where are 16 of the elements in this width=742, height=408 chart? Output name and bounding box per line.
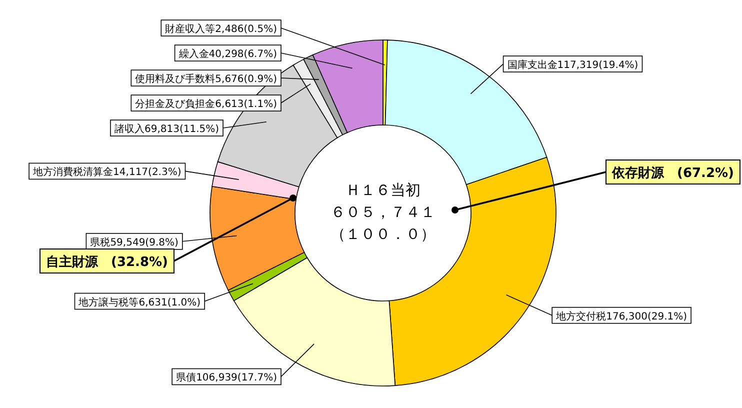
slice-label: 国庫支出金117,319(19.4%) (507, 58, 638, 71)
slice-label: 県税59,549(9.8%) (90, 236, 178, 248)
text: ６０５，７４１ (330, 203, 436, 221)
slice-label: 使用料及び手数料5,676(0.9%) (135, 73, 278, 86)
text: Ｈ１６当初 (346, 181, 420, 199)
slice-label: 財産収入等2,486(0.5%) (165, 23, 278, 36)
slice-label: 地方消費税清算金14,117(2.3%) (32, 166, 182, 178)
text: （１００．０） (330, 225, 436, 243)
slice-label: 繰入金40,298(6.7%) (178, 48, 278, 60)
slice-label: 県債106,939(17.7%) (176, 372, 278, 384)
slice-label: 地方交付税176,300(29.1%) (555, 310, 688, 322)
slice-label: 諸収入69,813(11.5%) (114, 123, 220, 136)
text: 依存財源 (67.2%) (611, 166, 734, 181)
slice-label: 分担金及び負担金6,613(1.1%) (135, 98, 278, 110)
text: 自主財源 (32.8%) (46, 254, 168, 270)
slice-label: 地方譲与税等6,631(1.0%) (78, 296, 201, 308)
